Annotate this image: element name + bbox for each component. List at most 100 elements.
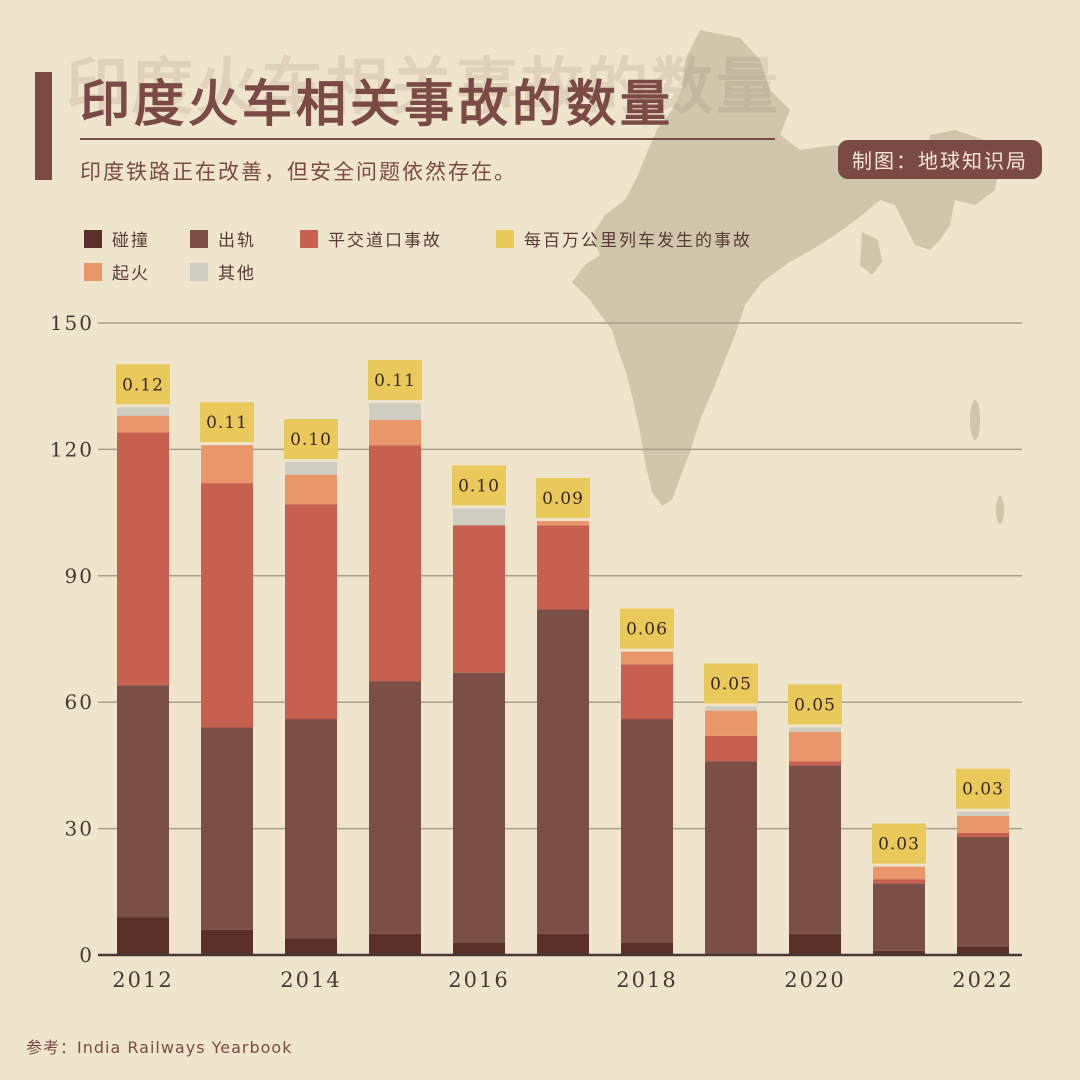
rate-label: 0.09 <box>542 489 584 509</box>
bar-segment <box>201 727 253 930</box>
bar-segment <box>369 403 421 420</box>
rate-label: 0.12 <box>122 375 164 395</box>
bar-segment <box>369 419 421 446</box>
rate-label-box <box>788 684 842 725</box>
rate-label: 0.10 <box>458 476 500 496</box>
bar-segment <box>957 832 1009 838</box>
rate-label: 0.05 <box>710 674 752 694</box>
x-tick-label: 2022 <box>952 968 1013 992</box>
rate-label-box <box>116 364 170 405</box>
rate-label-box <box>368 360 422 401</box>
bar-segment <box>369 933 421 955</box>
bar-segment <box>453 942 505 955</box>
bar-segment <box>621 651 673 665</box>
title-shadow: 印度火车相关事故的数量 <box>66 50 782 123</box>
bar-segment <box>117 432 169 686</box>
bar-segment <box>621 942 673 955</box>
bar-segment <box>957 946 1009 955</box>
source-note: 参考：India Railways Yearbook <box>26 1034 292 1058</box>
bar-segment <box>117 685 169 918</box>
bar-segment <box>789 731 841 762</box>
rate-label-box <box>620 608 674 649</box>
rate-label: 0.03 <box>878 835 920 855</box>
rate-label: 0.03 <box>962 780 1004 800</box>
legend-label: 每百万公里列车发生的事故 <box>524 231 752 251</box>
bar-segment <box>705 735 757 762</box>
bar-segment <box>621 664 673 720</box>
legend-swatch <box>190 262 208 281</box>
bar-segment <box>873 866 925 880</box>
page-title: 印度火车相关事故的数量 <box>80 75 674 133</box>
y-tick-label: 30 <box>65 817 94 841</box>
bar-segment <box>285 474 337 505</box>
rate-label-box <box>284 419 338 460</box>
legend-label: 起火 <box>112 264 150 284</box>
bar-segment <box>705 761 757 955</box>
bar-segment <box>285 462 337 475</box>
legend-item-fire: 起火 <box>84 259 150 284</box>
y-tick-label: 60 <box>65 690 94 714</box>
bar-segment <box>453 508 505 526</box>
legend-swatch <box>190 229 208 248</box>
bar-segment <box>537 521 589 526</box>
rate-label: 0.11 <box>206 413 248 433</box>
rate-label-box <box>704 663 758 704</box>
title-accent-bar <box>35 72 52 180</box>
legend-swatch <box>300 229 318 248</box>
bar-segment <box>537 609 589 934</box>
legend-label: 碰撞 <box>112 231 150 251</box>
bar-segment <box>117 415 169 433</box>
legend-label: 出轨 <box>218 231 256 251</box>
bar-segment <box>621 719 673 943</box>
y-tick-label: 0 <box>79 943 94 967</box>
legend-item-level-crossing: 平交道口事故 <box>300 226 442 251</box>
x-tick-label: 2012 <box>112 968 173 992</box>
rate-label: 0.11 <box>374 371 416 391</box>
bar-segment <box>285 719 337 939</box>
bar-segment <box>369 445 421 682</box>
rate-label: 0.06 <box>626 620 668 640</box>
legend-item-other: 其他 <box>190 259 256 284</box>
legend-swatch <box>84 229 102 248</box>
legend-item-collision: 碰撞 <box>84 226 150 251</box>
rate-label-box <box>200 402 254 443</box>
legend-item-rate: 每百万公里列车发生的事故 <box>496 226 752 251</box>
rate-label-box <box>956 768 1010 809</box>
bar-segment <box>369 681 421 934</box>
rate-label-box <box>452 465 506 506</box>
x-tick-label: 2016 <box>448 968 509 992</box>
legend-label: 其他 <box>218 264 256 284</box>
y-tick-label: 150 <box>50 311 94 335</box>
bar-segment <box>117 917 169 955</box>
y-tick-label: 120 <box>50 437 94 461</box>
bar-segment <box>201 483 253 728</box>
source-text: India Railways Yearbook <box>77 1038 293 1057</box>
page-subtitle: 印度铁路正在改善，但安全问题依然存在。 <box>80 160 517 184</box>
bar-segment <box>957 837 1009 947</box>
bar-segment <box>117 407 169 416</box>
bar-segment <box>873 950 925 955</box>
bar-segment <box>537 933 589 955</box>
legend-label: 平交道口事故 <box>328 231 442 251</box>
bar-segment <box>453 525 505 673</box>
legend-item-derailment: 出轨 <box>190 226 256 251</box>
bar-segment <box>285 938 337 955</box>
rate-label: 0.05 <box>794 695 836 715</box>
bar-segment <box>705 706 757 711</box>
bar-segment <box>873 883 925 951</box>
bar-segment <box>789 765 841 934</box>
source-prefix: 参考： <box>26 1038 78 1057</box>
bar-segment <box>537 525 589 610</box>
legend-swatch <box>84 262 102 281</box>
bar-segment <box>705 710 757 736</box>
x-tick-label: 2014 <box>280 968 341 992</box>
legend-swatch <box>496 229 514 248</box>
bar-segment <box>873 879 925 884</box>
bar-segment <box>201 929 253 955</box>
bar-segment <box>789 761 841 766</box>
rate-label-box <box>536 478 590 519</box>
x-tick-label: 2018 <box>616 968 677 992</box>
bar-segment <box>201 445 253 484</box>
